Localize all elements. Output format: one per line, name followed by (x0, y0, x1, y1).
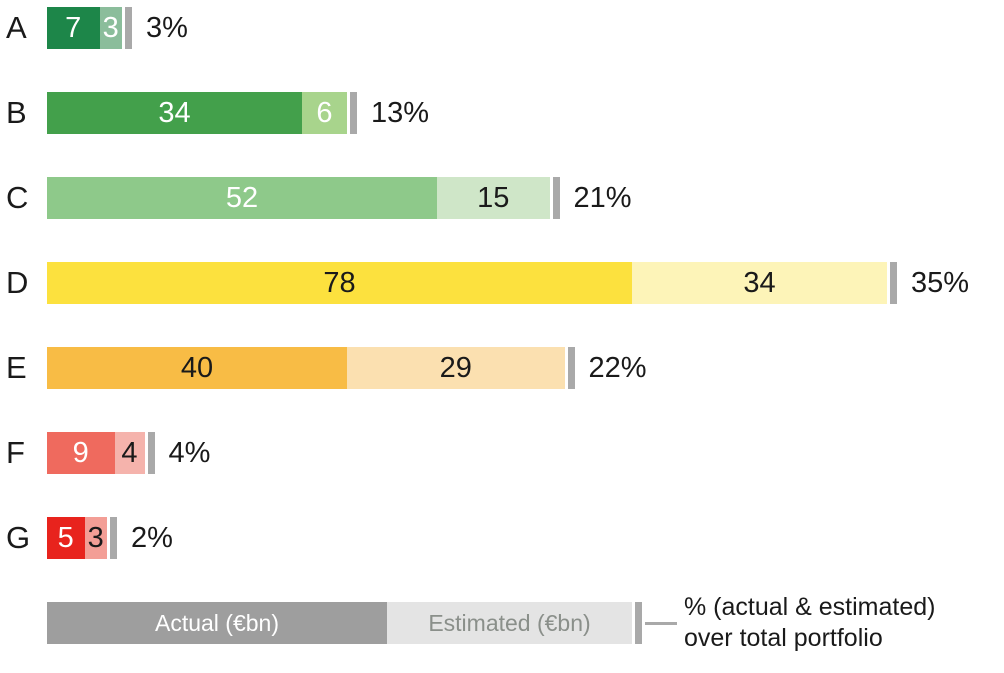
bar-segment-actual: 40 (47, 347, 347, 389)
category-label: G (6, 520, 31, 555)
bar-end-tick (125, 7, 132, 49)
annotation-text: % (actual & estimated) over total portfo… (684, 592, 936, 654)
bar-segment-estimated: 15 (437, 177, 550, 219)
bar-row: F 9 4 4% (0, 432, 1004, 474)
legend-estimated-label: Estimated (€bn) (428, 609, 591, 636)
annotation-line-1: % (actual & estimated) (684, 593, 936, 621)
bar-segment-actual: 7 (47, 7, 100, 49)
bar-rows-container: A 7 3 3% B 34 6 13% C 52 15 21% D 78 34 … (0, 7, 1004, 559)
percent-label: 35% (911, 266, 970, 299)
bar-segment-actual: 5 (47, 517, 85, 559)
category-label: B (6, 95, 27, 130)
percent-label: 13% (371, 96, 430, 129)
bar-row: E 40 29 22% (0, 347, 1004, 389)
annotation-line-2: over total portfolio (684, 624, 883, 652)
bar-end-tick (552, 177, 560, 219)
category-label: C (6, 180, 29, 215)
legend-actual-bar: Actual (€bn) (47, 602, 387, 644)
bar-segment-actual: 52 (47, 177, 437, 219)
bar-segment-estimated: 3 (84, 517, 107, 559)
bar-end-tick (890, 262, 897, 304)
percent-label: 21% (573, 181, 632, 214)
legend-estimated-bar: Estimated (€bn) (387, 602, 632, 644)
bar-segment-actual: 34 (47, 92, 302, 134)
category-label: D (6, 265, 29, 300)
bar-end-tick (147, 432, 155, 474)
bar-segment-estimated: 4 (114, 432, 145, 474)
percent-label: 3% (146, 11, 188, 44)
bar-row: D 78 34 35% (0, 262, 1004, 304)
legend-actual-label: Actual (€bn) (154, 609, 279, 636)
category-label: F (6, 435, 25, 470)
bar-row: B 34 6 13% (0, 92, 1004, 134)
bar-segment-estimated: 29 (347, 347, 565, 389)
category-label: E (6, 350, 27, 385)
bar-row: C 52 15 21% (0, 177, 1004, 219)
bar-segment-actual: 9 (47, 432, 115, 474)
bar-end-tick (110, 517, 117, 559)
bar-end-tick (350, 92, 357, 134)
legend: Actual (€bn) Estimated (€bn) % (actual &… (0, 593, 1004, 652)
bar-segment-estimated: 34 (632, 262, 887, 304)
legend-end-tick (635, 602, 642, 644)
percent-label: 22% (588, 351, 647, 384)
percent-label: 2% (131, 521, 173, 554)
annotation-connector-line (645, 621, 677, 625)
bar-segment-estimated: 3 (99, 7, 122, 49)
bar-row: G 5 3 2% (0, 517, 1004, 559)
category-label: A (6, 10, 27, 45)
bar-row: A 7 3 3% (0, 7, 1004, 49)
bar-segment-actual: 78 (47, 262, 632, 304)
percent-label: 4% (168, 436, 211, 469)
bar-end-tick (567, 347, 575, 389)
bar-segment-estimated: 6 (302, 92, 347, 134)
